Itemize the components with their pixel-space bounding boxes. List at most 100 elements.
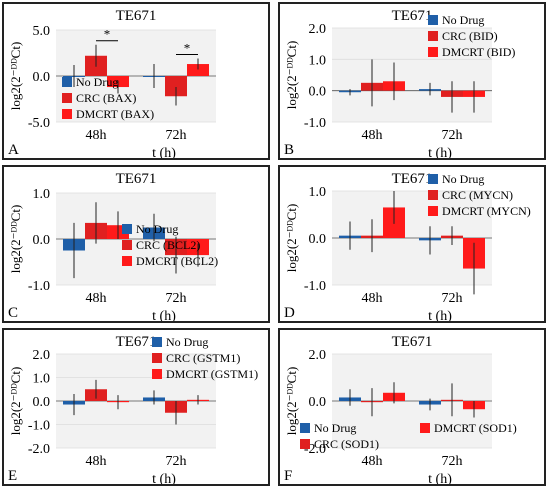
x-axis-label: t (h)	[428, 309, 452, 321]
legend-swatch-no-drug	[428, 174, 438, 184]
y-axis-label: log2(2⁻ᴰᴰCt)	[8, 367, 23, 436]
x-tick-label: 72h	[442, 454, 463, 469]
panel-b: TE671 2.0 1.0 0.0 -1.0 log2(2⁻ᴰᴰCt) 48h 72h t (h…	[278, 2, 546, 160]
legend-label-no-drug: No Drug	[442, 13, 484, 27]
y-tick-label: 5.0	[33, 24, 51, 39]
x-tick-label: 72h	[166, 128, 187, 143]
legend-swatch-dmcrt	[428, 206, 438, 216]
legend-label-crc: CRC (GSTM1)	[166, 351, 240, 365]
chart-b: TE671 2.0 1.0 0.0 -1.0 log2(2⁻ᴰᴰCt) 48h 72h t (h…	[284, 8, 515, 158]
chart-d: TE671 1.0 0.0 -1.0 log2(2⁻ᴰᴰCt) 48h 72h t (h) D N…	[284, 171, 531, 321]
y-axis-label: log2(2⁻ᴰᴰCt)	[8, 42, 23, 111]
y-tick-label: 2.0	[309, 348, 327, 363]
panel-f: TE671 2.0 0.0 -2.0 log2(2⁻ᴰᴰCt) 48h 72h t (h) F N…	[278, 328, 546, 486]
chart-e: TE671 2.0 1.0 0.0 -1.0 -2.0 log2(2⁻ᴰᴰCt) 48h 72h…	[8, 334, 258, 484]
legend-label-no-drug: No Drug	[76, 75, 118, 89]
legend-label-dmcrt: DMCRT (SOD1)	[434, 421, 517, 435]
legend-swatch-dmcrt	[62, 109, 72, 119]
legend-swatch-no-drug	[428, 15, 438, 25]
y-tick-label: -1.0	[304, 116, 326, 131]
legend-label-dmcrt: DMCRT (BAX)	[76, 107, 154, 121]
chart-title: TE671	[116, 334, 157, 350]
x-axis-label: t (h)	[152, 472, 176, 484]
y-tick-label: 2.0	[309, 22, 327, 37]
legend-label-crc: CRC (MYCN)	[442, 188, 513, 202]
legend-label-no-drug: No Drug	[166, 335, 208, 349]
y-tick-label: 1.0	[309, 185, 327, 200]
chart-a: TE671 5.0 0.0 -5.0 log2(2⁻ᴰᴰCt) 48h 72h * * t (h)…	[8, 8, 216, 158]
legend-label-dmcrt: DMCRT (GSTM1)	[166, 367, 258, 381]
y-tick-label: 0.0	[309, 232, 327, 247]
legend-swatch-dmcrt	[420, 423, 430, 433]
legend-swatch-crc	[62, 93, 72, 103]
chart-title: TE671	[392, 334, 433, 350]
legend-swatch-dmcrt	[428, 47, 438, 57]
y-tick-label: 0.0	[33, 395, 51, 410]
y-tick-label: -2.0	[28, 442, 50, 457]
y-tick-label: -1.0	[304, 279, 326, 294]
y-tick-label: -1.0	[28, 279, 50, 294]
legend-label-dmcrt: DMCRT (BCL2)	[136, 254, 218, 268]
y-tick-label: -1.0	[28, 419, 50, 434]
panel-letter: A	[8, 142, 19, 158]
legend-swatch-crc	[122, 240, 132, 250]
y-axis-label: log2(2⁻ᴰᴰCt)	[284, 367, 299, 436]
x-tick-label: 48h	[86, 454, 107, 469]
y-tick-label: 0.0	[33, 233, 51, 248]
bar-crc	[165, 76, 187, 97]
y-tick-label: -5.0	[28, 116, 50, 131]
y-axis-label: log2(2⁻ᴰᴰCt)	[284, 41, 299, 110]
x-axis-label: t (h)	[152, 146, 176, 158]
panel-letter: F	[284, 468, 292, 484]
x-tick-label: 48h	[362, 128, 383, 143]
significance-marker: *	[104, 27, 111, 42]
chart-title: TE671	[116, 8, 157, 24]
y-tick-label: 1.0	[309, 53, 327, 68]
x-tick-label: 72h	[166, 291, 187, 306]
legend-label-dmcrt: DMCRT (BID)	[442, 45, 515, 59]
legend-label-crc: CRC (BAX)	[76, 91, 136, 105]
x-axis-label: t (h)	[428, 472, 452, 484]
x-tick-label: 72h	[166, 454, 187, 469]
y-tick-label: 2.0	[33, 348, 51, 363]
legend-label-no-drug: No Drug	[442, 172, 484, 186]
legend-label-crc: CRC (BCL2)	[136, 238, 200, 252]
y-tick-label: 0.0	[33, 70, 51, 85]
legend-label-dmcrt: DMCRT (MYCN)	[442, 204, 531, 218]
y-tick-label: 1.0	[33, 372, 51, 387]
chart-c: TE671 1.0 0.0 -1.0 log2(2⁻ᴰᴰCt) 48h 72h t (h) C N…	[8, 171, 218, 321]
bar-dmcrt	[187, 64, 209, 76]
significance-marker: *	[184, 41, 191, 56]
x-tick-label: 48h	[86, 128, 107, 143]
x-tick-label: 48h	[362, 291, 383, 306]
panel-d: TE671 1.0 0.0 -1.0 log2(2⁻ᴰᴰCt) 48h 72h t (h) D N…	[278, 165, 546, 323]
y-tick-label: 0.0	[309, 85, 327, 100]
x-tick-label: 72h	[442, 291, 463, 306]
legend-label-crc: CRC (BID)	[442, 29, 498, 43]
y-axis-label: log2(2⁻ᴰᴰCt)	[284, 204, 299, 273]
chart-title: TE671	[116, 171, 157, 187]
legend-swatch-crc	[428, 190, 438, 200]
legend-swatch-crc	[300, 439, 310, 449]
legend-swatch-no-drug	[300, 423, 310, 433]
x-tick-label: 48h	[86, 291, 107, 306]
x-tick-label: 48h	[362, 454, 383, 469]
panel-letter: B	[284, 142, 294, 158]
legend-label-no-drug: No Drug	[136, 222, 178, 236]
legend-swatch-no-drug	[122, 224, 132, 234]
y-tick-label: 1.0	[33, 187, 51, 202]
x-axis-label: t (h)	[428, 146, 452, 158]
x-axis-label: t (h)	[152, 309, 176, 321]
y-tick-label: 0.0	[309, 395, 327, 410]
panel-e: TE671 2.0 1.0 0.0 -1.0 -2.0 log2(2⁻ᴰᴰCt) 48h 72h…	[2, 328, 270, 486]
panel-c: TE671 1.0 0.0 -1.0 log2(2⁻ᴰᴰCt) 48h 72h t (h) C N…	[2, 165, 270, 323]
panel-letter: E	[8, 468, 17, 484]
legend-swatch-dmcrt	[152, 369, 162, 379]
legend-swatch-crc	[152, 353, 162, 363]
legend-swatch-dmcrt	[122, 256, 132, 266]
legend-swatch-crc	[428, 31, 438, 41]
legend-swatch-no-drug	[62, 77, 72, 87]
legend-swatch-no-drug	[152, 337, 162, 347]
